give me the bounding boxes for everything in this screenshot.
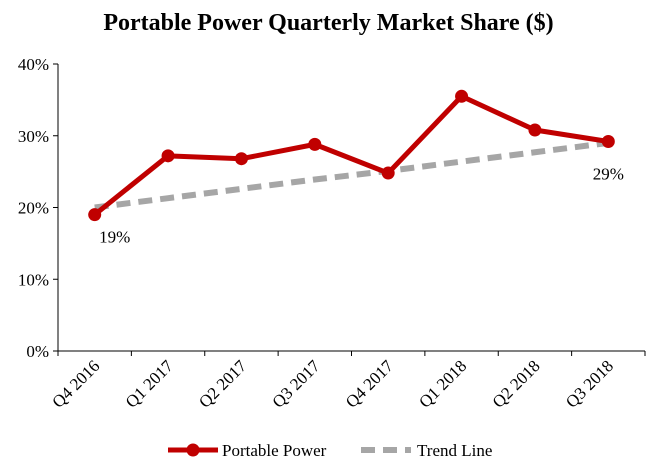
y-tick-label: 20% (18, 199, 49, 218)
x-tick-label: Q2 2017 (195, 356, 251, 412)
trend-line (94, 139, 609, 211)
x-tick-label: Q1 2017 (122, 356, 178, 412)
data-point (381, 166, 395, 180)
x-tick-label: Q2 2018 (489, 356, 544, 411)
data-point (455, 89, 469, 103)
data-point (88, 208, 102, 222)
legend-label-portable-power: Portable Power (222, 441, 327, 460)
data-point (528, 123, 542, 137)
x-tick-label: Q3 2018 (562, 356, 617, 411)
y-tick-label: 30% (18, 127, 49, 146)
y-tick-label: 10% (18, 270, 49, 289)
data-label: 29% (593, 164, 624, 183)
legend-marker-portable-power (186, 443, 200, 457)
data-point (601, 134, 615, 148)
data-label: 19% (99, 228, 130, 247)
data-point (308, 137, 322, 151)
x-tick-label: Q3 2017 (268, 356, 324, 412)
trend-line-series (94, 139, 609, 211)
y-tick-label: 0% (26, 342, 49, 361)
portable-power-line (93, 93, 609, 217)
x-tick-label: Q4 2016 (48, 356, 103, 411)
x-tick-label: Q4 2017 (342, 356, 398, 412)
data-labels: 19% 29% (99, 164, 624, 246)
y-tick-label: 40% (18, 55, 49, 74)
data-point (234, 152, 248, 166)
x-tick-label: Q1 2018 (415, 356, 470, 411)
chart-title: Portable Power Quarterly Market Share ($… (103, 10, 554, 36)
data-point (161, 149, 175, 163)
portable-power-series (88, 89, 615, 222)
legend-label-trend-line: Trend Line (417, 441, 492, 460)
legend: Portable Power Trend Line (168, 441, 492, 460)
